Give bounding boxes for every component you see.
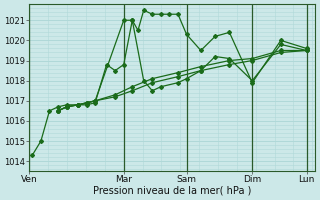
X-axis label: Pression niveau de la mer( hPa ): Pression niveau de la mer( hPa ) [93,186,252,196]
